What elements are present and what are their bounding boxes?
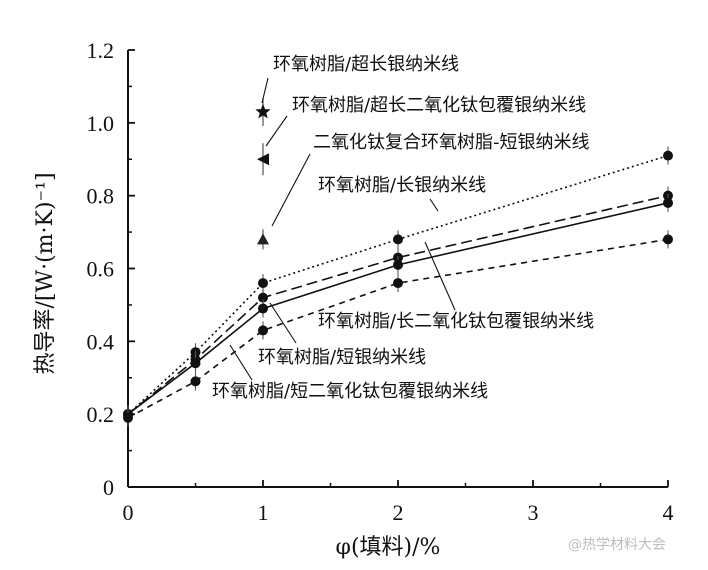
data-point bbox=[663, 197, 673, 208]
y-tick-label: 0 bbox=[103, 475, 114, 500]
series-labels: 环氧树脂/超长银纳米线环氧树脂/超长二氧化钛包覆银纳米线二氧化钛复合环氧树脂-短… bbox=[212, 54, 594, 402]
series-line bbox=[127, 154, 669, 415]
y-tick-label: 0.6 bbox=[87, 257, 115, 282]
x-tick-label: 4 bbox=[663, 500, 674, 525]
series-label: 环氧树脂/短银纳米线 bbox=[258, 347, 426, 368]
y-tick-label: 0.2 bbox=[87, 402, 115, 427]
x-tick-label: 3 bbox=[528, 500, 539, 525]
data-point bbox=[258, 303, 268, 314]
data-point bbox=[123, 412, 133, 423]
series-label: 环氧树脂/短二氧化钛包覆银纳米线 bbox=[212, 381, 488, 402]
data-point bbox=[190, 358, 201, 369]
label-leader bbox=[269, 302, 297, 344]
y-tick-label: 0.4 bbox=[87, 329, 115, 354]
data-point bbox=[190, 376, 201, 387]
x-axis-label: φ(填料)/% bbox=[336, 535, 441, 560]
x-tick-label: 2 bbox=[393, 500, 404, 525]
series-markers bbox=[123, 97, 673, 427]
label-leader bbox=[429, 198, 439, 212]
data-point bbox=[663, 150, 673, 161]
data-point bbox=[255, 103, 271, 119]
data-point bbox=[258, 278, 268, 289]
data-point bbox=[258, 325, 268, 336]
data-point bbox=[663, 234, 673, 245]
label-leader bbox=[265, 115, 288, 147]
y-axis-label: 热导率/[W·(m·K)⁻¹] bbox=[33, 172, 58, 374]
y-tick-label: 1.0 bbox=[87, 111, 115, 136]
label-leader bbox=[261, 77, 269, 104]
label-leader bbox=[424, 241, 456, 311]
series-label: 环氧树脂/超长银纳米线 bbox=[273, 54, 459, 75]
label-leader bbox=[271, 153, 311, 227]
data-point bbox=[393, 278, 403, 289]
data-point bbox=[393, 259, 403, 270]
data-point bbox=[257, 233, 269, 245]
data-point bbox=[258, 292, 268, 303]
watermark: @热学材料大会 bbox=[568, 537, 666, 553]
series-label: 环氧树脂/长二氧化钛包覆银纳米线 bbox=[318, 311, 594, 332]
data-point bbox=[393, 234, 403, 245]
axes: 0 1 2 3 4 0 0.2 0.4 0.6 0.8 1.0 1.2 bbox=[87, 38, 674, 525]
series-label: 二氧化钛复合环氧树脂-短银纳米线 bbox=[313, 132, 590, 153]
y-tick-label: 1.2 bbox=[87, 38, 115, 63]
series-label: 环氧树脂/长银纳米线 bbox=[318, 175, 486, 196]
y-tick-label: 0.8 bbox=[87, 184, 115, 209]
data-point bbox=[257, 153, 269, 166]
x-tick-label: 0 bbox=[123, 500, 134, 525]
series-label: 环氧树脂/超长二氧化钛包覆银纳米线 bbox=[292, 95, 586, 116]
label-leader bbox=[229, 344, 253, 381]
x-tick-label: 1 bbox=[258, 500, 269, 525]
